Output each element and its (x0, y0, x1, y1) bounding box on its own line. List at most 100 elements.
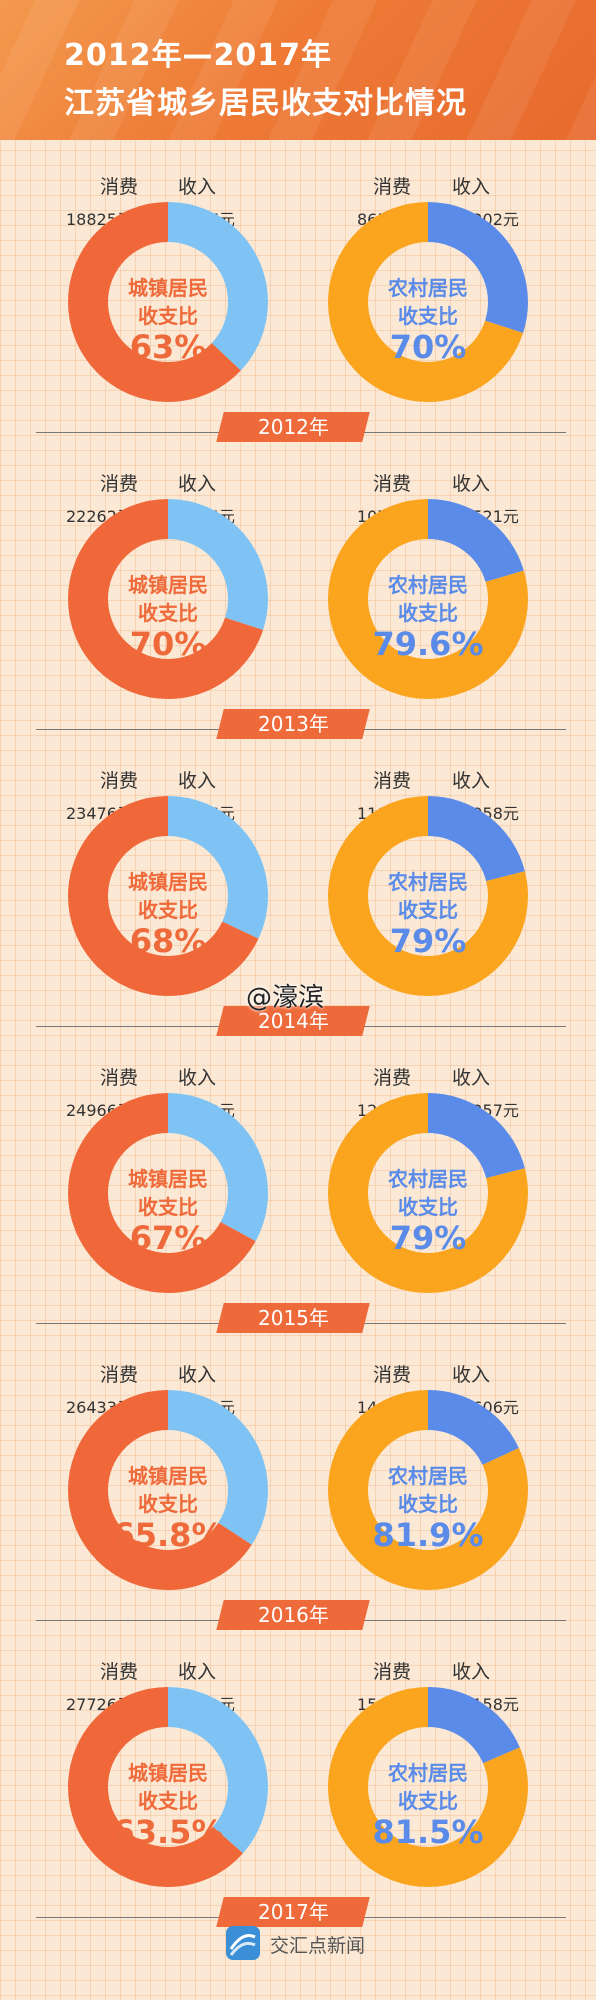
year-section: 消费 收入 26433元 40152元 消费 收入 14428元 17606元 城镇居民 收支比 6… (0, 1360, 596, 1648)
rural-income-legend: 收入 (452, 473, 491, 495)
urban-label-line1: 城镇居民 (128, 1761, 208, 1785)
rural-donut: 农村居民 收支比 81.9% (328, 1390, 528, 1590)
year-section: 消费 收入 18825元 29677元 消费 收入 8655元 12202元 城镇居民 收支比 63… (0, 172, 596, 460)
urban-donut: 城镇居民收支比 70% (68, 499, 268, 699)
donut-svg (68, 1093, 268, 1293)
urban-label-line2: 收支比 (138, 1195, 198, 1219)
year-label: 2017年 (257, 1900, 329, 1924)
rural-income-legend: 收入 (452, 1067, 491, 1089)
consumption-arc (68, 1687, 268, 1887)
urban-donut: 城镇居民收支比 63% (68, 202, 268, 402)
rural-donut: 农村居民收支比 79.6% (328, 499, 528, 699)
urban-label-line2: 收支比 (138, 601, 198, 625)
consumption-arc (68, 796, 268, 996)
consumption-arc (328, 1687, 528, 1887)
rural-label-line1: 农村居民 (388, 573, 468, 597)
year-tag: 2015年 (216, 1303, 370, 1333)
watermark: @濠滨 (246, 983, 325, 1013)
urban-income-legend: 收入 (178, 473, 217, 495)
rural-ratio: 79% (389, 922, 467, 960)
urban-consumption-legend: 消费 (100, 473, 139, 495)
rural-consumption-legend: 消费 (373, 473, 412, 495)
rural-consumption-legend: 消费 (373, 1661, 412, 1683)
rural-label-line1: 农村居民 (388, 1464, 468, 1488)
rural-consumption-legend: 消费 (373, 1067, 412, 1089)
rural-consumption-legend: 消费 (373, 1364, 412, 1386)
rural-label-line2: 收支比 (398, 601, 458, 625)
rural-donut: 农村居民 收支比 81.5% (328, 1687, 528, 1887)
urban-donut: 城镇居民 收支比 63.5% (68, 1687, 268, 1887)
rural-ratio: 79.6% (372, 625, 484, 663)
year-section: 消费 收入 24966元 37173元 消费 收入 12883元 16257元 城镇居民 收支比 6… (0, 1063, 596, 1351)
donut-svg (68, 499, 268, 699)
year-section: 消费 收入 22262元 31585元 消费 收入 10759元 13521元 城镇居民 收支比 7… (0, 469, 596, 757)
consumption-arc (68, 1093, 268, 1293)
rural-ratio: 81.5% (372, 1813, 484, 1851)
year-tag: 2013年 (216, 709, 370, 739)
urban-consumption-legend: 消费 (100, 176, 139, 198)
urban-ratio: 67% (129, 1219, 207, 1257)
rural-donut: 农村居民 收支比 79% (328, 796, 528, 996)
urban-label-line2: 收支比 (138, 1492, 198, 1516)
urban-label-line1: 城镇居民 (128, 1464, 208, 1488)
rural-label-line2: 收支比 (398, 304, 458, 328)
urban-label-line2: 收支比 (138, 304, 198, 328)
rural-income-legend: 收入 (452, 1364, 491, 1386)
urban-donut: 城镇居民 收支比 65.8% (68, 1390, 268, 1590)
urban-label-line2: 收支比 (138, 1789, 198, 1813)
rural-consumption-legend: 消费 (373, 770, 412, 792)
year-label: 2015年 (257, 1306, 329, 1330)
rural-income-legend: 收入 (452, 176, 491, 198)
donut-svg (68, 202, 268, 402)
rural-label-line2: 收支比 (398, 1492, 458, 1516)
consumption-arc (68, 202, 268, 402)
year-tag: 2016年 (216, 1600, 370, 1630)
urban-label-line1: 城镇居民 (128, 276, 208, 300)
consumption-arc (68, 499, 268, 699)
urban-donut: 城镇居民收支比 67% (68, 1093, 268, 1293)
urban-income-legend: 收入 (178, 1067, 217, 1089)
donut-svg (68, 796, 268, 996)
urban-ratio: 68% (129, 922, 207, 960)
brand-logo-icon (225, 1925, 261, 1961)
urban-donut: 城镇居民 收支比 68% (68, 796, 268, 996)
urban-label-line2: 收支比 (138, 898, 198, 922)
urban-ratio: 63% (129, 328, 207, 366)
urban-income-legend: 收入 (178, 176, 217, 198)
donut-svg (328, 1687, 528, 1887)
rural-label-line1: 农村居民 (388, 1167, 468, 1191)
urban-consumption-legend: 消费 (100, 1364, 139, 1386)
urban-consumption-legend: 消费 (100, 1661, 139, 1683)
consumption-arc (328, 1390, 528, 1590)
rural-income-legend: 收入 (452, 1661, 491, 1683)
rural-label-line2: 收支比 (398, 898, 458, 922)
urban-label-line1: 城镇居民 (128, 573, 208, 597)
urban-income-legend: 收入 (178, 1364, 217, 1386)
donut-svg (68, 1390, 268, 1590)
consumption-arc (328, 796, 528, 996)
urban-consumption-legend: 消费 (100, 770, 139, 792)
rural-ratio: 79% (389, 1219, 467, 1257)
consumption-arc (328, 202, 528, 402)
rural-consumption-legend: 消费 (373, 176, 412, 198)
rural-income-legend: 收入 (452, 770, 491, 792)
rural-label-line1: 农村居民 (388, 276, 468, 300)
year-section: 消费 收入 27726元 43622元 消费 收入 15612元 19158元 城镇居民 收支比 6… (0, 1657, 596, 1945)
consumption-arc (328, 499, 528, 699)
donut-svg (328, 499, 528, 699)
urban-ratio: 70% (129, 625, 207, 663)
year-label: 2016年 (257, 1603, 329, 1627)
urban-consumption-legend: 消费 (100, 1067, 139, 1089)
year-tag: 2017年 (216, 1897, 370, 1927)
title-line-2: 江苏省城乡居民收支对比情况 (64, 86, 467, 121)
year-tag: 2012年 (216, 412, 370, 442)
year-section: 消费 收入 23476元 34346元 消费 收入 11820元 14958元 城镇居民 收支比 6… (0, 766, 596, 1054)
urban-income-legend: 收入 (178, 770, 217, 792)
consumption-arc (68, 1390, 268, 1590)
donut-svg (68, 1687, 268, 1887)
rural-donut: 农村居民 收支比 70% (328, 202, 528, 402)
urban-label-line1: 城镇居民 (128, 1167, 208, 1191)
year-label: 2012年 (257, 415, 329, 439)
rural-label-line2: 收支比 (398, 1789, 458, 1813)
donut-svg (328, 202, 528, 402)
